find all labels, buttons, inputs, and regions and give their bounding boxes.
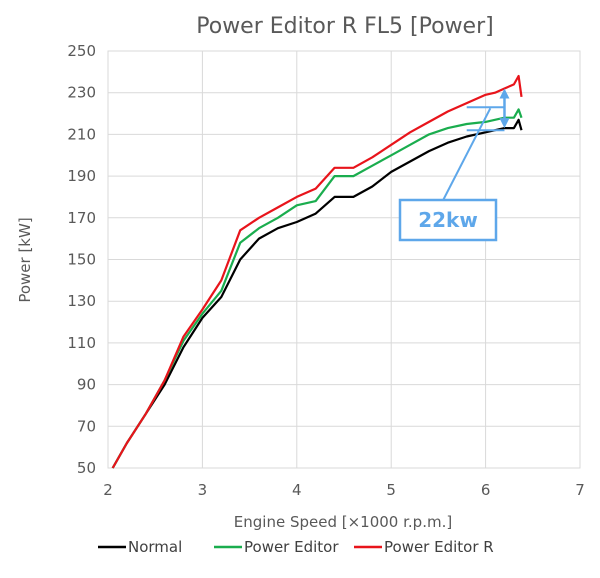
legend-label-normal: Normal [128,538,182,556]
y-tick-label: 70 [77,417,96,435]
callout-box [398,198,498,242]
plot-area-frame [107,50,581,469]
series-line-power-editor-r [111,74,523,469]
chart-gridlines [107,50,581,469]
y-tick-label: 50 [77,459,96,477]
y-axis-title: Power [kW] [16,217,34,302]
chart-title: Power Editor R FL5 [Power] [196,14,493,39]
x-tick-label: 7 [575,481,585,499]
y-tick-label: 130 [67,292,96,310]
x-tick-label: 6 [481,481,491,499]
x-tick-label: 5 [386,481,396,499]
series-line-normal [111,118,523,469]
y-tick-label: 250 [67,42,96,60]
y-tick-label: 190 [67,167,96,185]
y-tick-label: 110 [67,334,96,352]
callout-leader [442,107,492,201]
x-axis-ticks: 2 3 4 5 6 7 [103,481,585,499]
legend: Normal Power Editor Power Editor R [98,538,494,556]
gap-arrowhead-down [499,118,510,129]
callout-label: 22kw [418,208,478,232]
y-tick-label: 230 [67,84,96,102]
y-tick-label: 150 [67,251,96,269]
y-tick-label: 170 [67,209,96,227]
x-tick-label: 4 [292,481,302,499]
y-axis-ticks: 50 70 90 110 130 150 170 190 210 230 250 [67,42,96,477]
x-tick-label: 2 [103,481,113,499]
x-axis-title: Engine Speed [×1000 r.p.m.] [234,513,452,531]
legend-label-power-editor: Power Editor [244,538,339,556]
legend-label-power-editor-r: Power Editor R [384,538,494,556]
y-tick-label: 210 [67,125,96,143]
y-tick-label: 90 [77,376,96,394]
x-tick-label: 3 [198,481,208,499]
series-line-power-editor [111,108,523,469]
gap-annotation: 22kw [398,88,510,242]
gap-arrowhead-up [499,88,510,99]
